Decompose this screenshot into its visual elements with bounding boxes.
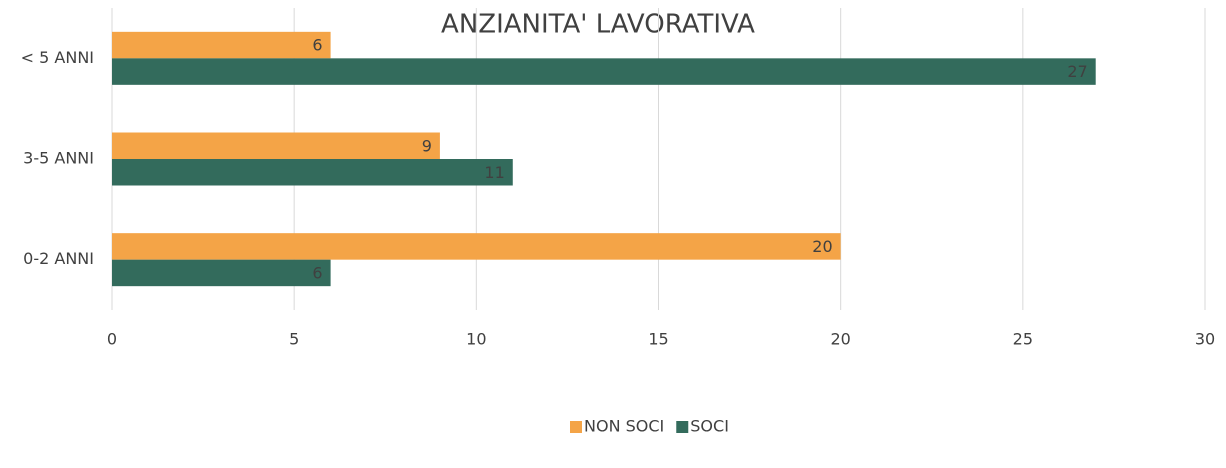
x-tick-label: 15 [648,330,668,349]
chart-title: ANZIANITA' LAVORATIVA [441,10,755,40]
y-tick-label: < 5 ANNI [21,48,94,67]
legend-label: NON SOCI [584,417,664,436]
data-label: 27 [1067,62,1087,81]
x-tick-label: 0 [107,330,117,349]
data-label: 11 [484,163,504,182]
legend-label: SOCI [690,417,729,436]
bar [112,233,841,260]
y-tick-label: 3-5 ANNI [23,149,94,168]
x-tick-label: 25 [1013,330,1033,349]
bar [112,58,1096,85]
bar [112,31,331,59]
x-tick-label: 20 [830,330,850,349]
bar [112,132,440,159]
x-tick-label: 10 [466,330,486,349]
bar [112,259,331,287]
data-label: 9 [422,136,432,155]
bar [112,159,513,186]
x-tick-label: 5 [289,330,299,349]
legend-swatch [676,421,689,433]
data-label: 6 [312,263,322,282]
data-label: 20 [812,237,832,256]
data-label: 6 [312,36,322,55]
legend-swatch [570,421,582,433]
y-tick-label: 0-2 ANNI [23,249,94,268]
x-tick-label: 30 [1195,330,1215,349]
